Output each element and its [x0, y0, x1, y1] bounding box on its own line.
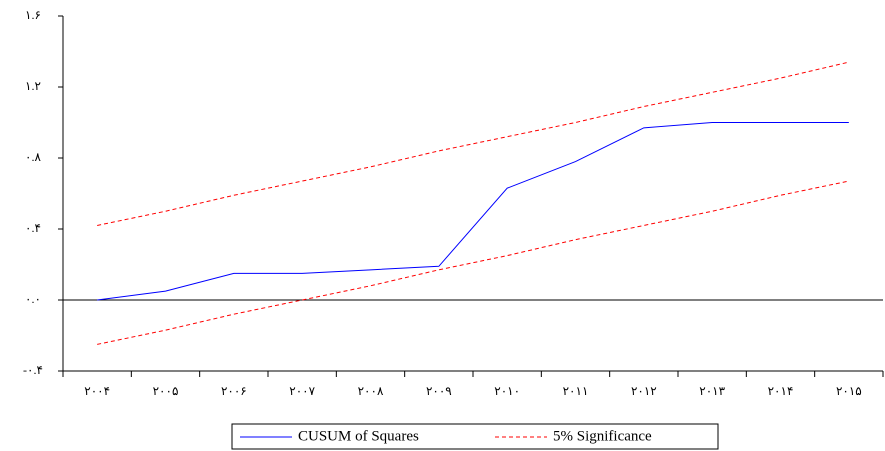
- x-tick-label: ۲۰۰۸: [358, 384, 384, 398]
- y-tick-label: ۱.۲: [25, 79, 41, 93]
- y-tick-label: ۱.۶: [25, 8, 41, 22]
- legend-label: 5% Significance: [553, 428, 652, 444]
- x-tick-label: ۲۰۱۵: [836, 384, 862, 398]
- x-tick-label: ۲۰۰۹: [426, 384, 452, 398]
- legend-label: CUSUM of Squares: [298, 428, 419, 444]
- y-tick-label: -۰.۴: [23, 363, 43, 377]
- x-tick-label: ۲۰۱۴: [768, 384, 794, 398]
- chart: -۰.۴ ۰.۰ ۰.۴ ۰.۸ ۱.۲ ۱.۶ ۲۰۰۴ ۲۰۰۵ ۲۰۰۶ ۲۰۰۷ ۲۰۰۸ ۲…: [0, 0, 885, 451]
- x-tick-label: ۲۰۱۳: [699, 384, 725, 398]
- x-tick-label: ۲۰۰۶: [221, 384, 247, 398]
- x-tick-label: ۲۰۱۲: [631, 384, 657, 398]
- line: [97, 62, 849, 225]
- x-tick-label: ۲۰۰۷: [289, 384, 315, 398]
- line: [97, 181, 849, 344]
- x-tick-label: ۲۰۰۵: [153, 384, 179, 398]
- line: [97, 123, 849, 301]
- x-tick-label: ۲۰۱۱: [563, 384, 589, 398]
- x-tick-label: ۲۰۰۴: [84, 384, 110, 398]
- y-tick-label: ۰.۰: [25, 292, 41, 306]
- x-tick-label: ۲۰۱۰: [494, 384, 520, 398]
- y-tick-label: ۰.۴: [25, 221, 41, 235]
- y-tick-label: ۰.۸: [25, 150, 41, 164]
